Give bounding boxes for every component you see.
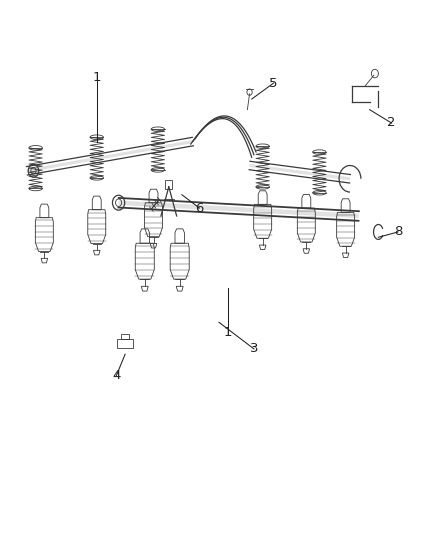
Text: 1: 1 xyxy=(92,71,101,84)
Text: 1: 1 xyxy=(223,326,232,340)
Text: 8: 8 xyxy=(394,225,402,238)
Text: 4: 4 xyxy=(112,369,120,382)
Text: 2: 2 xyxy=(387,117,396,130)
Text: 5: 5 xyxy=(269,77,278,90)
Text: 6: 6 xyxy=(195,201,204,214)
Text: 3: 3 xyxy=(250,342,258,356)
